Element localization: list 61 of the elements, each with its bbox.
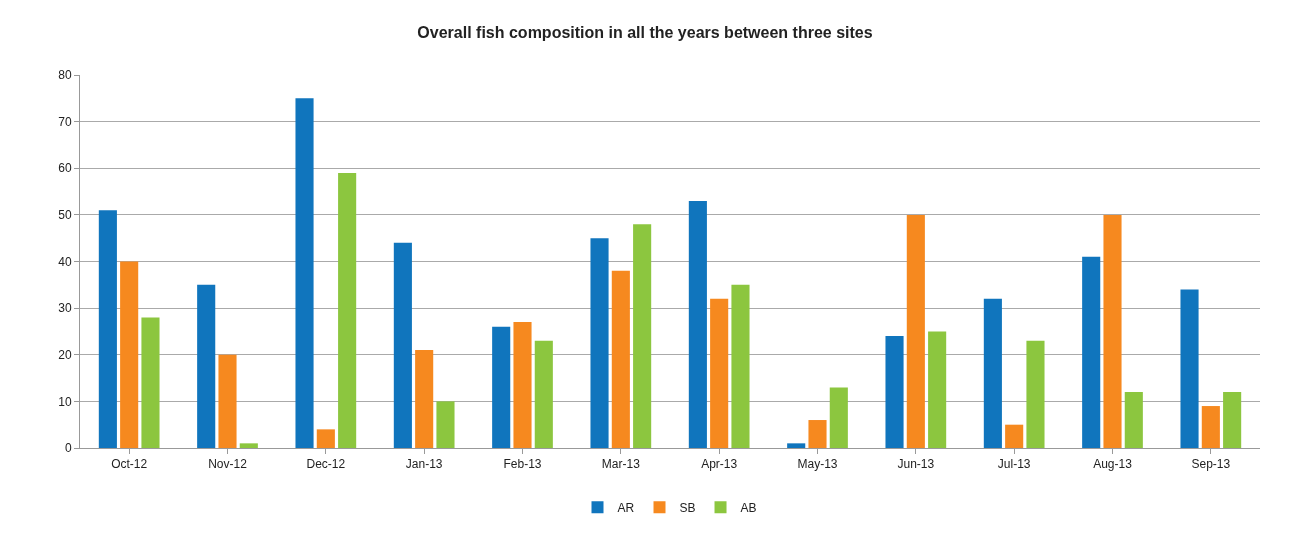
x-tick-label: Nov-12: [208, 457, 248, 472]
bar: [1223, 392, 1242, 448]
bar: [906, 214, 925, 448]
bar: [393, 242, 412, 448]
x-tick-label: Dec-12: [306, 457, 346, 472]
legend-label: AR: [617, 500, 635, 515]
legend-label: AB: [740, 500, 757, 515]
chart-title: Overall fish composition in all the years between three sites: [417, 23, 873, 41]
bar: [1201, 406, 1220, 448]
bar: [141, 317, 160, 448]
bar: [1124, 392, 1143, 448]
x-tick-label: Apr-13: [701, 457, 738, 472]
y-tick-label: 20: [58, 347, 72, 362]
bar: [120, 261, 139, 448]
bar: [829, 387, 848, 448]
bar: [885, 336, 904, 448]
y-tick-label: 60: [58, 161, 72, 176]
bar: [436, 401, 455, 448]
bar: [1026, 340, 1045, 448]
x-tick-label: Feb-13: [503, 457, 542, 472]
x-tick-label: Sep-13: [1191, 457, 1231, 472]
bar: [731, 284, 750, 448]
bar: [513, 322, 532, 448]
bar: [688, 200, 707, 448]
bar: [983, 298, 1002, 448]
y-tick-label: 30: [58, 301, 72, 316]
x-tick-label: Oct-12: [111, 457, 148, 472]
bar: [928, 331, 947, 448]
bar: [534, 340, 553, 448]
bar: [787, 443, 806, 448]
bar: [295, 98, 314, 448]
bar: [338, 172, 357, 448]
legend-label: SB: [679, 500, 696, 515]
bar: [316, 429, 335, 448]
x-tick-label: Jul-13: [997, 457, 1031, 472]
bar: [633, 224, 652, 448]
y-tick-label: 70: [58, 114, 72, 129]
bar: [218, 354, 237, 448]
x-tick-label: Jan-13: [405, 457, 443, 472]
bar: [808, 420, 827, 448]
bar: [239, 443, 258, 448]
y-tick-label: 50: [58, 208, 72, 223]
x-tick-label: May-13: [797, 457, 838, 472]
bar: [415, 350, 434, 448]
bar: [1082, 256, 1101, 448]
x-tick-label: Mar-13: [601, 457, 641, 472]
bar: [1005, 424, 1024, 448]
bar: [710, 298, 729, 448]
y-tick-label: 10: [58, 394, 72, 409]
y-tick-label: 80: [58, 68, 72, 83]
bar: [197, 284, 216, 448]
bar: [98, 210, 117, 448]
bar: [1180, 289, 1199, 448]
bar: [611, 270, 630, 448]
bar: [1103, 214, 1122, 448]
bar: [492, 326, 511, 448]
x-tick-label: Jun-13: [897, 457, 935, 472]
y-tick-label: 40: [58, 254, 72, 269]
x-tick-label: Aug-13: [1093, 457, 1133, 472]
bar: [590, 238, 609, 448]
y-tick-label: 0: [64, 441, 72, 456]
